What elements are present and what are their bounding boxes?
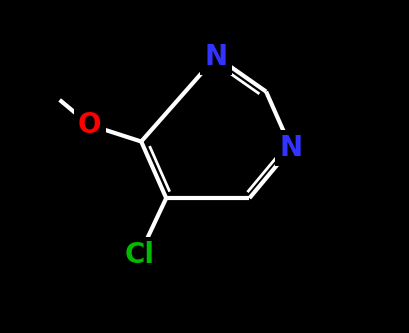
Text: O: O <box>78 111 101 139</box>
Text: Cl: Cl <box>125 241 155 269</box>
Text: N: N <box>204 43 228 71</box>
Text: N: N <box>279 134 303 162</box>
